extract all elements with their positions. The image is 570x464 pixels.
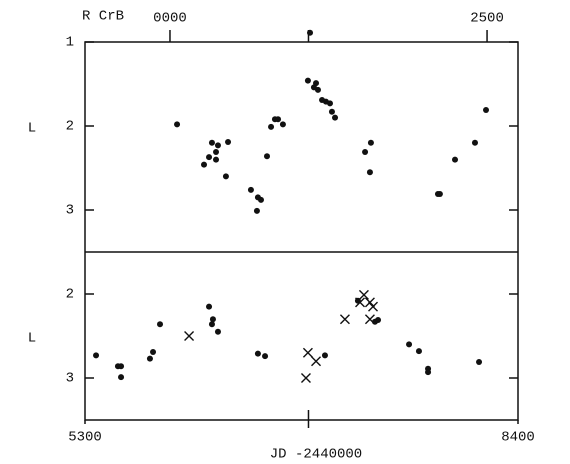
chart-title: R CrB <box>82 9 124 25</box>
dot-point <box>332 114 339 121</box>
dot-point <box>257 196 264 203</box>
dot-point <box>222 173 229 180</box>
dot-point <box>476 359 483 366</box>
dot-point <box>206 303 213 310</box>
dot-point <box>307 29 314 36</box>
dot-point <box>208 321 215 328</box>
dot-point <box>213 156 220 163</box>
dot-point <box>406 341 413 348</box>
plot-frame <box>84 41 519 421</box>
y-tick-label: 3 <box>66 371 74 387</box>
dot-point <box>279 121 286 128</box>
dot-point <box>415 348 422 355</box>
cross-point <box>368 301 379 312</box>
dot-point <box>268 123 275 130</box>
dot-point <box>214 142 221 149</box>
dot-point <box>253 207 260 214</box>
dot-point <box>362 149 369 156</box>
cross-point <box>364 297 375 308</box>
dot-point <box>208 139 215 146</box>
dot-point <box>263 153 270 160</box>
dot-point <box>93 352 100 359</box>
y-axis-label: L <box>28 121 36 137</box>
dot-point <box>206 154 213 161</box>
dot-point <box>310 84 317 91</box>
dot-point <box>275 116 282 123</box>
dot-point <box>146 355 153 362</box>
dot-point <box>214 328 221 335</box>
dot-point <box>304 77 311 84</box>
dot-point <box>483 107 490 114</box>
dot-point <box>174 121 181 128</box>
dot-point <box>425 369 432 376</box>
dot-point <box>209 316 216 323</box>
x-axis-label: JD -2440000 <box>270 447 362 463</box>
dot-point <box>436 191 443 198</box>
dot-point <box>118 363 125 370</box>
cross-point <box>311 356 322 367</box>
dot-point <box>326 100 333 107</box>
dot-point <box>321 352 328 359</box>
dot-point <box>452 156 459 163</box>
dot-point <box>225 138 232 145</box>
dot-point <box>375 317 382 324</box>
y-tick-label: 1 <box>66 35 74 51</box>
dot-point <box>471 139 478 146</box>
cross-point <box>184 331 195 341</box>
cross-point <box>339 314 350 325</box>
cross-point <box>358 289 369 300</box>
x-tick-label: 5300 <box>68 430 102 446</box>
dot-point <box>213 149 220 156</box>
dot-point <box>328 108 335 115</box>
cross-point <box>300 373 311 383</box>
cross-point <box>302 347 313 358</box>
dot-point <box>118 374 125 381</box>
dot-point <box>150 348 157 355</box>
x-tick-label: 8400 <box>501 430 535 446</box>
y-axis-label: L <box>28 331 36 347</box>
x2-tick-label: 2500 <box>470 11 504 27</box>
cross-point <box>364 314 375 325</box>
x2-tick-label: 0000 <box>153 11 187 27</box>
dot-point <box>247 186 254 193</box>
y-tick-label: 2 <box>66 119 74 135</box>
dot-point <box>254 350 261 357</box>
y-tick-label: 3 <box>66 203 74 219</box>
dot-point <box>367 139 374 146</box>
dot-point <box>262 353 269 360</box>
dot-point <box>157 321 164 328</box>
dot-point <box>201 161 208 168</box>
y-tick-label: 2 <box>66 287 74 303</box>
dot-point <box>366 169 373 176</box>
cross-point <box>355 297 366 308</box>
